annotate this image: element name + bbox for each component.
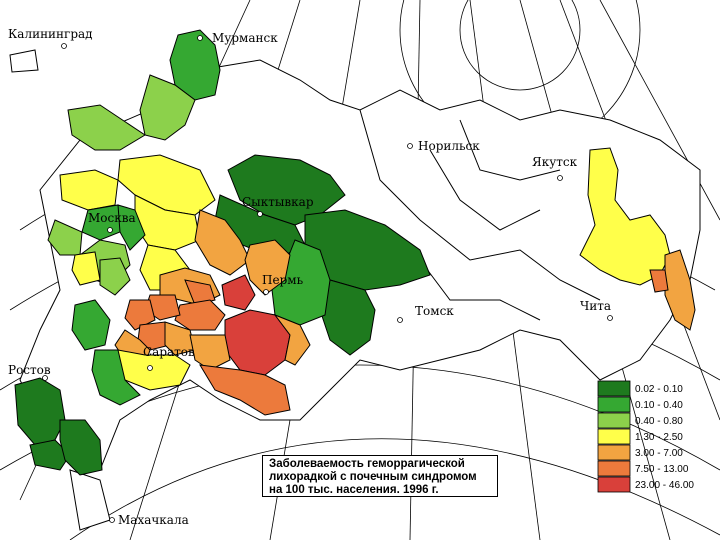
city-labels: Калининград Мурманск Норильск Якутск Сык…: [8, 27, 611, 527]
label-rostov: Ростов: [8, 363, 51, 377]
label-norilsk: Норильск: [418, 139, 480, 153]
region-samara: [189, 334, 231, 371]
city-dot-norilsk: [407, 143, 413, 149]
region-orenburg: [199, 364, 291, 416]
city-dot-murmansk: [197, 35, 203, 41]
region-karelia: [139, 74, 196, 141]
city-dot-makhachkala: [109, 517, 115, 523]
region-stavropol: [59, 419, 103, 476]
label-kaliningrad: Калининград: [8, 27, 93, 41]
region-murmansk: [169, 29, 221, 101]
region-vladimir: [117, 204, 146, 251]
region-arkhangelsk: [227, 154, 346, 226]
label-moscow: Москва: [88, 211, 136, 225]
label-syktyvkar: Сыктывкар: [242, 195, 314, 209]
legend: 0.02 - 0.10 0.10 - 0.40 0.40 - 0.80 1.30 - …: [597, 380, 694, 493]
legend-label: 1.30 - 2.50: [635, 432, 683, 443]
legend-swatch: [597, 396, 631, 413]
region-leningrad: [67, 104, 146, 151]
region-moscow: [81, 204, 126, 241]
region-khabarovsk-red: [649, 269, 669, 293]
legend-label: 0.02 - 0.10: [635, 384, 683, 395]
label-yakutsk: Якутск: [532, 155, 578, 169]
legend-label: 3.00 - 7.00: [635, 448, 683, 459]
region-perm: [244, 239, 291, 296]
region-rostov: [14, 377, 66, 446]
city-markers: [42, 35, 613, 523]
label-tomsk: Томск: [415, 304, 454, 318]
legend-label: 0.10 - 0.40: [635, 400, 683, 411]
legend-label: 7.50 - 13.00: [635, 464, 689, 475]
legend-swatch: [597, 380, 631, 397]
city-dot-chita: [607, 315, 613, 321]
legend-label: 0.40 - 0.80: [635, 416, 683, 427]
legend-swatch: [597, 460, 631, 477]
region-penza: [137, 321, 171, 351]
label-saratov: Саратов: [143, 345, 195, 359]
legend-swatch: [597, 444, 631, 461]
label-chita: Чита: [580, 299, 611, 313]
map-title: Заболеваемость геморрагической лихорадко…: [262, 455, 498, 497]
city-dot-tomsk: [397, 317, 403, 323]
legend-swatch: [597, 428, 631, 445]
region-ulyanovsk: [164, 321, 196, 356]
city-dot-moscow: [107, 227, 113, 233]
region-amur: [664, 249, 696, 331]
city-dot-syktyvkar: [257, 211, 263, 217]
region-chelyabinsk: [273, 313, 311, 366]
label-perm: Пермь: [262, 273, 304, 287]
region-volgograd: [91, 349, 141, 406]
city-dot-saratov: [147, 365, 153, 371]
label-makhachkala: Махачкала: [118, 513, 189, 527]
legend-swatch: [597, 476, 631, 493]
region-udmurtia: [221, 274, 256, 311]
region-tatarstan: [174, 299, 226, 331]
region-kirov: [194, 209, 251, 276]
legend-label: 23.00 - 46.00: [635, 480, 694, 491]
city-dot-perm: [263, 289, 269, 295]
legend-swatch: [597, 412, 631, 429]
city-dot-kaliningrad: [61, 43, 67, 49]
region-smolensk: [47, 219, 83, 256]
region-mari: [184, 279, 216, 306]
region-krasnodar: [29, 439, 71, 471]
region-tula: [99, 257, 131, 296]
city-dot-rostov: [42, 375, 48, 381]
region-bryansk: [71, 251, 101, 286]
regions: [14, 29, 696, 476]
region-voronezh: [71, 299, 111, 351]
city-dot-yakutsk: [557, 175, 563, 181]
label-murmansk: Мурманск: [212, 31, 278, 45]
